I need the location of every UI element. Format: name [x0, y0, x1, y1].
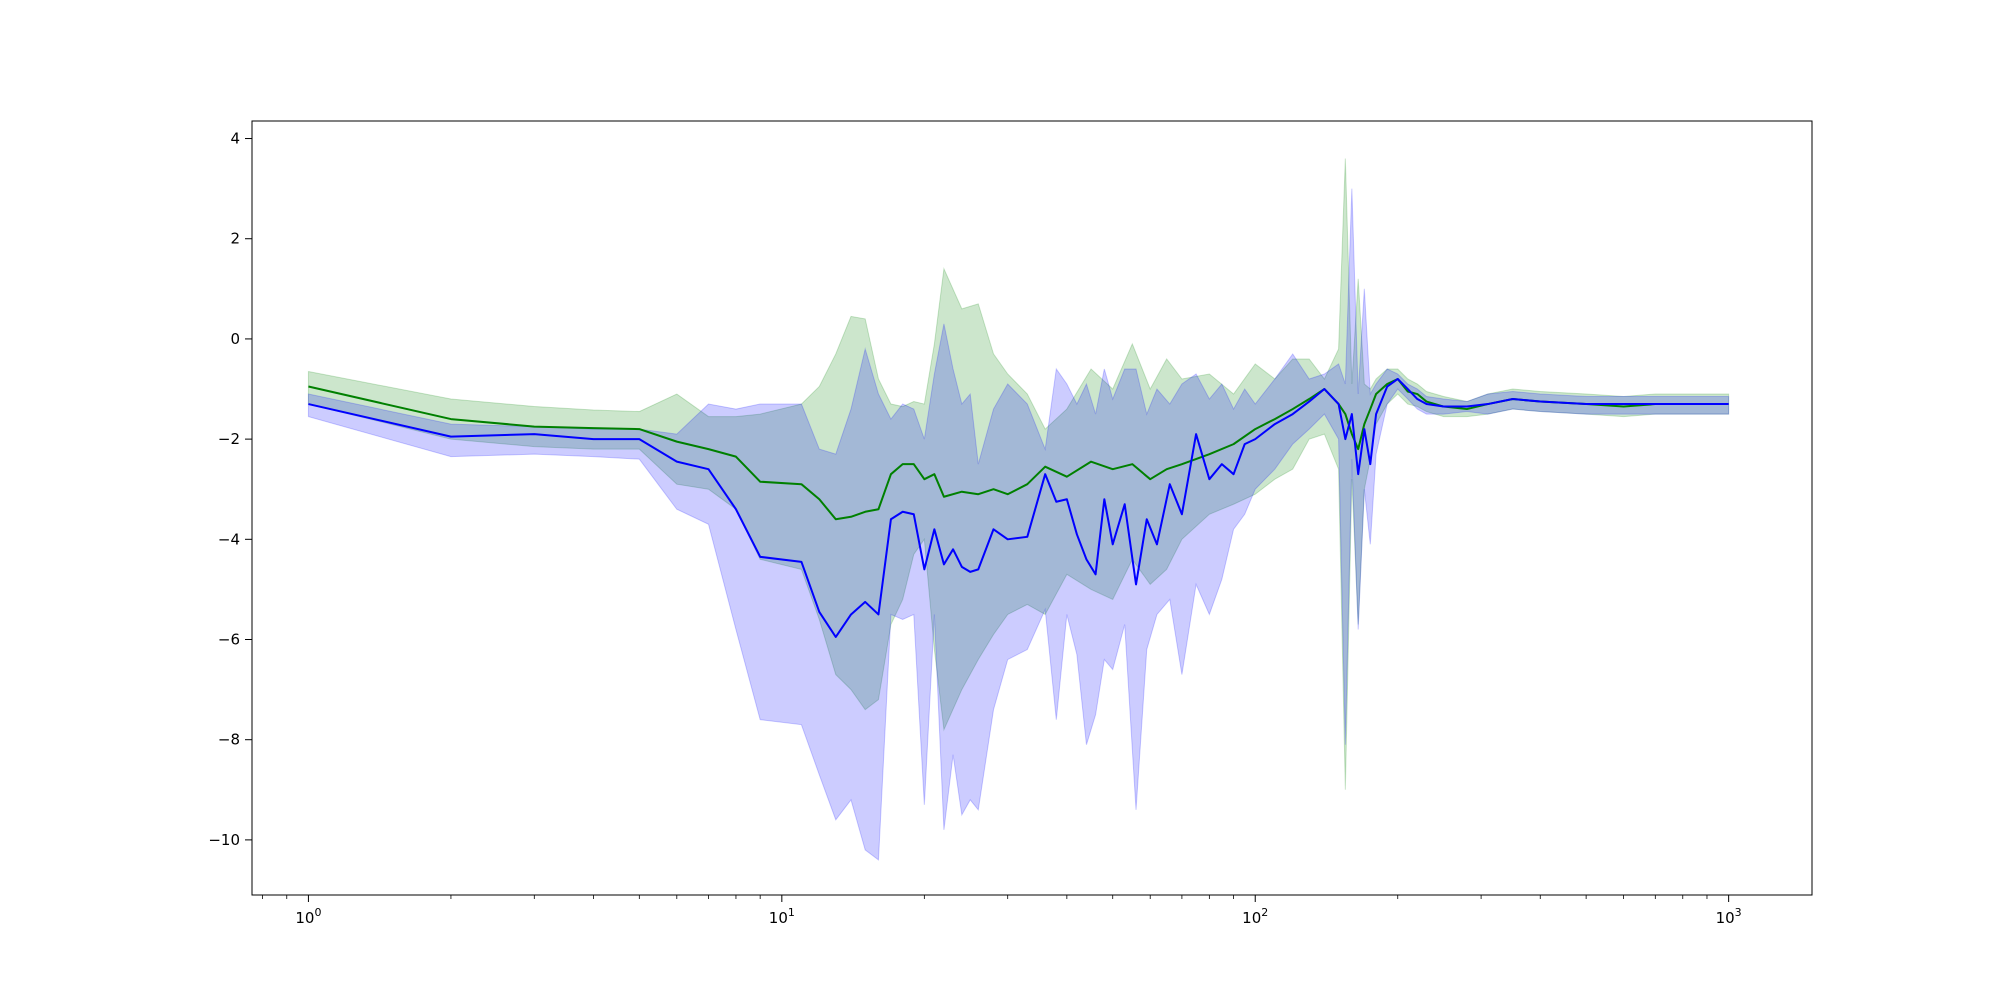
- series-lines: [308, 378, 1729, 638]
- x-axis: 100 101 102 103: [262, 895, 1742, 927]
- confidence-bands: [307, 158, 1730, 861]
- y-axis: 4 2 0 −2 −4 −6 −8 −10: [208, 130, 252, 849]
- series-1-band: [307, 158, 1730, 790]
- y-tick-label: −2: [218, 430, 240, 448]
- x-tick-label: 102: [1242, 906, 1268, 927]
- series-1-line: [308, 378, 1729, 521]
- series-2-band: [307, 188, 1730, 861]
- plot-frame: [251, 120, 1813, 896]
- x-tick-label: 100: [295, 906, 321, 927]
- y-tick-label: 0: [230, 330, 240, 348]
- y-tick-label: 4: [230, 130, 240, 148]
- y-tick-label: 2: [230, 230, 240, 248]
- y-tick-label: −4: [218, 530, 240, 548]
- y-tick-label: −8: [218, 731, 240, 749]
- x-tick-label: 101: [769, 906, 795, 927]
- y-tick-label: −6: [218, 631, 240, 649]
- x-tick-label: 103: [1716, 906, 1742, 927]
- series-2-line: [308, 378, 1729, 638]
- y-tick-label: −10: [208, 831, 240, 849]
